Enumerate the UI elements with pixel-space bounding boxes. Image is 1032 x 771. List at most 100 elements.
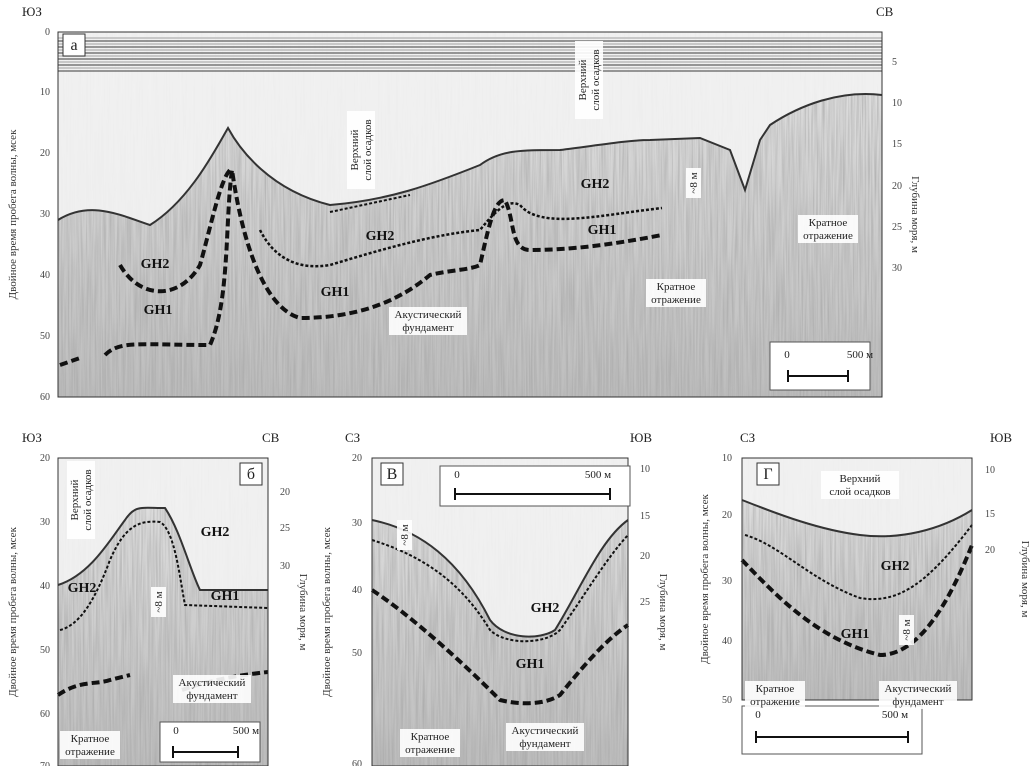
depth-tick-label: 20 (280, 487, 290, 498)
time-axis-title: Двойное время пробега волны, мсек (7, 129, 19, 299)
annotation-line: GH2 (68, 581, 97, 596)
time-tick-label: 40 (40, 581, 50, 592)
time-tick-label: 50 (40, 331, 50, 342)
depth-tick-label: 30 (892, 263, 902, 274)
annotation-line: фундамент (186, 690, 237, 702)
annotation: Кратноеотражение (803, 217, 853, 242)
depth-tick-label: 15 (640, 511, 650, 522)
time-tick-label: 20 (40, 453, 50, 464)
unit-label: GH2 (201, 525, 230, 540)
scale-label: 0 (784, 349, 790, 361)
annotation-line: фундамент (892, 696, 943, 708)
annotation-line: Кратное (809, 217, 848, 229)
annotation-line: слой осадков (590, 49, 602, 110)
seismic-panel (58, 32, 882, 397)
depth-tick-label: 10 (640, 464, 650, 475)
annotation: ~8 м (688, 172, 700, 193)
unit-label: GH1 (588, 223, 617, 238)
unit-label: GH1 (211, 589, 240, 604)
annotation-line: Акустический (512, 725, 579, 737)
depth-axis-title: Глубина моря, м (297, 574, 309, 651)
unit-label: GH1 (841, 627, 870, 642)
scale-label: 0 (454, 469, 460, 481)
unit-label: GH2 (141, 257, 170, 272)
annotation-line: GH1 (588, 223, 617, 238)
time-tick-label: 10 (722, 453, 732, 464)
time-tick-label: 0 (45, 27, 50, 38)
unit-label: GH1 (516, 657, 545, 672)
depth-tick-label: 25 (892, 222, 902, 233)
time-axis-title: Двойное время пробега волны, мсек (699, 493, 711, 663)
time-tick-label: 40 (40, 270, 50, 281)
panel-label: б (247, 466, 255, 483)
annotation-line: Кратное (657, 281, 696, 293)
scale-label: 0 (755, 709, 761, 721)
time-tick-label: 60 (40, 709, 50, 720)
annotation: Акустическийфундамент (512, 725, 579, 750)
time-tick-label: 60 (40, 392, 50, 403)
annotation-line: GH1 (144, 303, 173, 318)
depth-axis-title: Глубина моря, м (657, 574, 669, 651)
unit-label: GH2 (366, 229, 395, 244)
annotation-line: GH1 (321, 285, 350, 300)
direction-label: СЗ (345, 430, 360, 445)
panel-label: В (387, 466, 398, 483)
time-tick-label: 50 (352, 648, 362, 659)
unit-label: GH2 (881, 559, 910, 574)
annotation: ~8 м (399, 524, 411, 545)
time-tick-label: 70 (40, 761, 50, 766)
depth-tick-label: 15 (985, 509, 995, 520)
time-tick-label: 10 (40, 87, 50, 98)
annotation-line: отражение (803, 230, 853, 242)
time-tick-label: 30 (352, 518, 362, 529)
annotation-line: Верхний (840, 473, 881, 485)
unit-label: GH2 (531, 601, 560, 616)
annotation-line: фундамент (519, 738, 570, 750)
direction-label: СВ (262, 430, 280, 445)
annotation-line: слой осадков (82, 469, 94, 530)
annotation-line: ~8 м (688, 172, 700, 193)
time-axis-title: Двойное время пробега волны, мсек (7, 526, 19, 696)
annotation-line: Верхний (577, 59, 589, 100)
depth-tick-label: 25 (280, 523, 290, 534)
time-tick-label: 30 (40, 517, 50, 528)
panel-label: Г (763, 466, 772, 483)
direction-label: СЗ (740, 430, 755, 445)
annotation-line: Кратное (411, 731, 450, 743)
depth-tick-label: 10 (985, 465, 995, 476)
direction-label: ЮЗ (22, 430, 42, 445)
depth-axis-title: Глубина моря, м (1019, 541, 1031, 618)
annotation-line: Акустический (395, 309, 462, 321)
annotation-line: Верхний (349, 129, 361, 170)
annotation-line: Акустический (885, 683, 952, 695)
depth-tick-label: 15 (892, 139, 902, 150)
unit-label: GH1 (321, 285, 350, 300)
scale-label: 500 м (585, 469, 611, 481)
depth-tick-label: 25 (640, 597, 650, 608)
panel-label: а (70, 37, 77, 54)
direction-label: ЮВ (630, 430, 652, 445)
annotation-line: GH2 (581, 177, 610, 192)
depth-tick-label: 5 (892, 57, 897, 68)
annotation-line: GH1 (841, 627, 870, 642)
time-tick-label: 40 (352, 585, 362, 596)
depth-tick-label: 20 (985, 545, 995, 556)
annotation-line: отражение (750, 696, 800, 708)
time-axis-title: Двойное время пробега волны, мсек (321, 526, 333, 696)
annotation: ~8 м (901, 619, 913, 640)
time-tick-label: 20 (40, 148, 50, 159)
time-tick-label: 50 (40, 645, 50, 656)
time-tick-label: 30 (722, 576, 732, 587)
annotation-line: ~8 м (399, 524, 411, 545)
depth-tick-label: 20 (892, 181, 902, 192)
annotation-line: GH2 (201, 525, 230, 540)
depth-tick-label: 30 (280, 561, 290, 572)
unit-label: GH1 (144, 303, 173, 318)
annotation-line: GH2 (141, 257, 170, 272)
time-tick-label: 30 (40, 209, 50, 220)
annotation-line: ~8 м (901, 619, 913, 640)
